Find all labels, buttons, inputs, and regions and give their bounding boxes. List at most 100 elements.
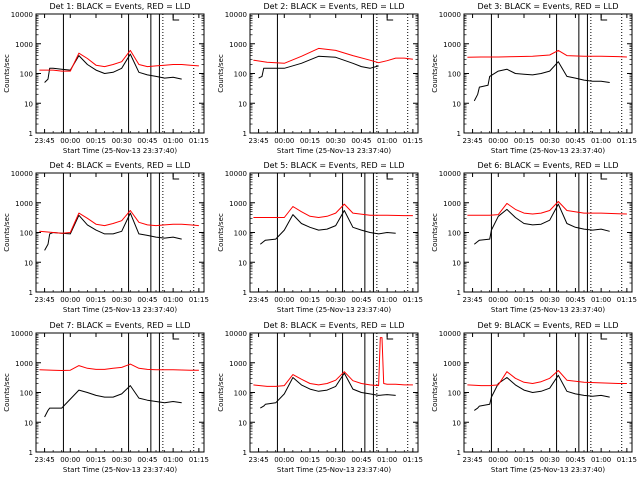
lld-series-line bbox=[39, 49, 199, 72]
x-tick-label: 00:45 bbox=[137, 296, 157, 304]
events-series-line bbox=[44, 53, 182, 83]
events-series-line bbox=[44, 212, 182, 251]
x-tick-label: 00:00 bbox=[274, 456, 294, 464]
detector-panel-4: Det 4: BLACK = Events, RED = LLD Counts/s… bbox=[3, 161, 209, 314]
x-tick-label: 00:45 bbox=[351, 456, 371, 464]
x-axis-label: Start Time (25-Nov-13 23:37:40) bbox=[277, 147, 391, 155]
x-tick-label: 01:00 bbox=[163, 456, 183, 464]
x-tick-label: 23:45 bbox=[34, 137, 54, 145]
interval-bracket bbox=[600, 14, 608, 21]
x-tick-label: 23:45 bbox=[34, 456, 54, 464]
x-tick-label: 01:15 bbox=[617, 137, 637, 145]
x-tick-label: 00:30 bbox=[326, 456, 346, 464]
x-tick-label: 01:15 bbox=[189, 137, 209, 145]
interval-bracket bbox=[600, 173, 608, 180]
x-tick-label: 01:00 bbox=[591, 296, 611, 304]
plot-frame bbox=[35, 332, 205, 453]
y-tick-label: 10 bbox=[238, 259, 247, 267]
plot-frame bbox=[35, 172, 205, 293]
y-tick-label: 10 bbox=[238, 419, 247, 427]
y-tick-label: 10000 bbox=[225, 11, 247, 19]
lld-series-line bbox=[39, 363, 199, 371]
x-tick-label: 00:15 bbox=[300, 137, 320, 145]
y-tick-label: 100 bbox=[20, 390, 33, 398]
y-tick-label: 100 bbox=[448, 230, 461, 238]
detector-panel-9: Det 9: BLACK = Events, RED = LLD Counts/s… bbox=[431, 321, 637, 474]
plot-frame bbox=[249, 13, 419, 134]
x-tick-label: 00:15 bbox=[514, 296, 534, 304]
events-series-line bbox=[259, 210, 396, 245]
y-axis-label: Counts/sec bbox=[431, 54, 439, 93]
y-tick-label: 10000 bbox=[11, 330, 33, 338]
interval-bracket bbox=[172, 333, 180, 340]
y-tick-label: 1000 bbox=[15, 41, 33, 49]
y-tick-label: 1 bbox=[243, 130, 247, 138]
lld-series-line bbox=[253, 337, 413, 387]
x-tick-label: 00:15 bbox=[86, 137, 106, 145]
interval-bracket bbox=[386, 14, 394, 21]
y-tick-label: 1 bbox=[243, 449, 247, 457]
y-axis-label: Counts/sec bbox=[431, 213, 439, 252]
x-tick-label: 01:15 bbox=[403, 296, 423, 304]
x-tick-label: 00:00 bbox=[488, 456, 508, 464]
y-axis-label: Counts/sec bbox=[431, 373, 439, 412]
y-tick-label: 1000 bbox=[15, 360, 33, 368]
y-axis-label: Counts/sec bbox=[3, 54, 11, 93]
y-tick-label: 10000 bbox=[439, 11, 461, 19]
x-tick-label: 01:00 bbox=[377, 296, 397, 304]
x-tick-label: 23:45 bbox=[34, 296, 54, 304]
y-tick-label: 10 bbox=[24, 259, 33, 267]
y-tick-label: 1000 bbox=[443, 360, 461, 368]
x-tick-label: 00:45 bbox=[137, 137, 157, 145]
y-tick-label: 10000 bbox=[439, 330, 461, 338]
y-tick-label: 100 bbox=[234, 390, 247, 398]
y-tick-label: 10000 bbox=[439, 170, 461, 178]
detector-panel-2: Det 2: BLACK = Events, RED = LLD Counts/s… bbox=[217, 2, 423, 155]
x-tick-label: 00:15 bbox=[300, 296, 320, 304]
y-tick-label: 1000 bbox=[443, 41, 461, 49]
x-tick-label: 00:30 bbox=[326, 296, 346, 304]
x-tick-label: 00:45 bbox=[351, 296, 371, 304]
x-tick-label: 01:00 bbox=[163, 137, 183, 145]
x-tick-label: 00:30 bbox=[112, 137, 132, 145]
x-tick-label: 00:00 bbox=[60, 137, 80, 145]
x-tick-label: 23:45 bbox=[462, 137, 482, 145]
events-series-line bbox=[260, 372, 396, 409]
x-tick-label: 23:45 bbox=[248, 296, 268, 304]
x-tick-label: 00:00 bbox=[274, 296, 294, 304]
x-axis-label: Start Time (25-Nov-13 23:37:40) bbox=[63, 147, 177, 155]
y-tick-label: 1000 bbox=[443, 200, 461, 208]
x-tick-label: 00:00 bbox=[488, 296, 508, 304]
x-tick-label: 00:00 bbox=[488, 137, 508, 145]
x-tick-label: 01:00 bbox=[591, 456, 611, 464]
y-tick-label: 10000 bbox=[11, 11, 33, 19]
y-tick-label: 1000 bbox=[229, 41, 247, 49]
y-tick-label: 10 bbox=[24, 419, 33, 427]
x-axis-label: Start Time (25-Nov-13 23:37:40) bbox=[63, 466, 177, 474]
y-axis-label: Counts/sec bbox=[3, 213, 11, 252]
y-tick-label: 100 bbox=[20, 71, 33, 79]
x-tick-label: 00:45 bbox=[565, 456, 585, 464]
y-tick-label: 10 bbox=[452, 259, 461, 267]
x-tick-label: 23:45 bbox=[248, 456, 268, 464]
events-series-line bbox=[474, 374, 610, 411]
interval-bracket bbox=[600, 333, 608, 340]
interval-bracket bbox=[386, 173, 394, 180]
x-tick-label: 01:00 bbox=[591, 137, 611, 145]
events-series-line bbox=[473, 203, 610, 245]
x-axis-label: Start Time (25-Nov-13 23:37:40) bbox=[63, 306, 177, 314]
x-axis-label: Start Time (25-Nov-13 23:37:40) bbox=[491, 466, 605, 474]
y-tick-label: 1 bbox=[457, 130, 461, 138]
x-tick-label: 00:15 bbox=[514, 456, 534, 464]
panel-title: Det 2: BLACK = Events, RED = LLD bbox=[264, 2, 405, 11]
x-tick-label: 23:45 bbox=[462, 296, 482, 304]
panel-title: Det 1: BLACK = Events, RED = LLD bbox=[50, 2, 191, 11]
detector-panel-5: Det 5: BLACK = Events, RED = LLD Counts/s… bbox=[217, 161, 423, 314]
y-tick-label: 1 bbox=[243, 289, 247, 297]
plot-frame bbox=[463, 13, 633, 134]
x-tick-label: 00:15 bbox=[300, 456, 320, 464]
x-tick-label: 00:15 bbox=[514, 137, 534, 145]
x-axis-label: Start Time (25-Nov-13 23:37:40) bbox=[491, 147, 605, 155]
y-tick-label: 1000 bbox=[15, 200, 33, 208]
